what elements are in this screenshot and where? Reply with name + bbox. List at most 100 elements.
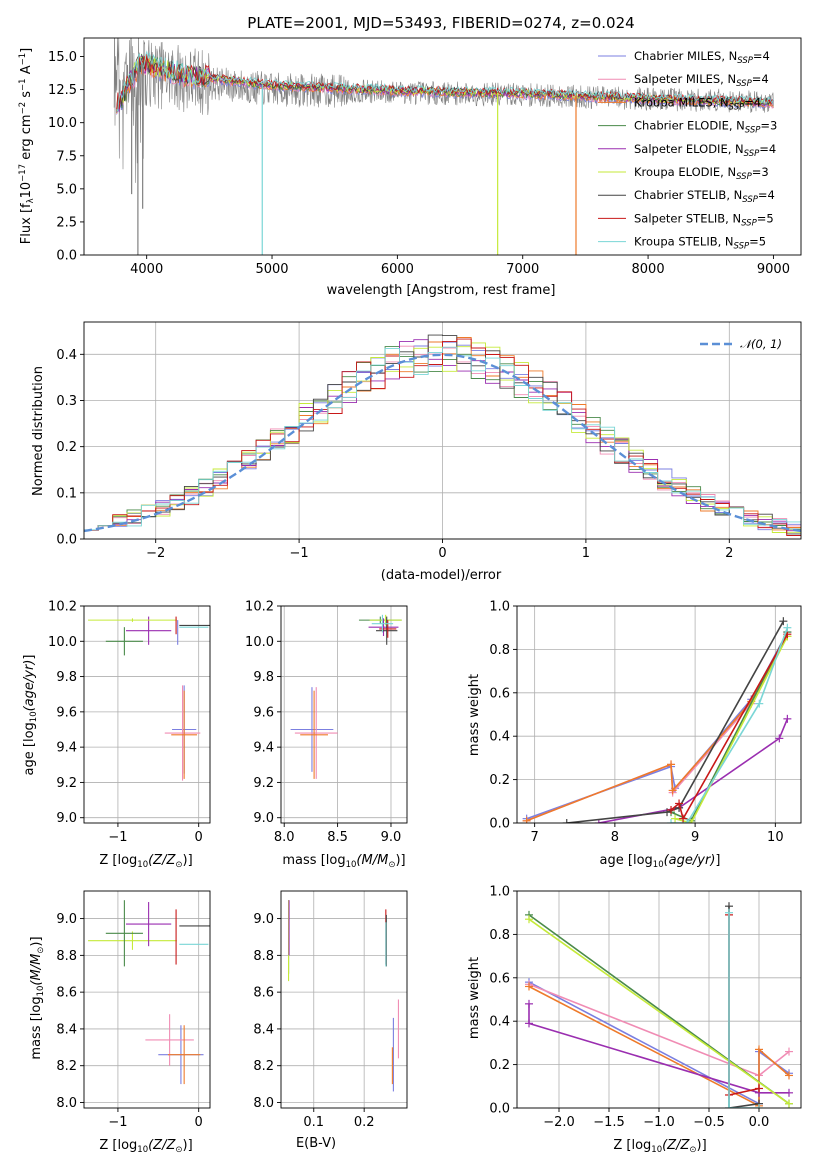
- legend-model-name: Salpeter ELODIE, N: [634, 142, 744, 156]
- plus-marker: [785, 1099, 793, 1108]
- y-tick-label: 8.0: [56, 1096, 77, 1111]
- ylabel-part: Flux [f: [19, 203, 34, 244]
- axis-label-part: mass [log: [282, 853, 345, 868]
- x-tick-label: 0: [195, 1115, 203, 1130]
- y-tick-label: 8.8: [56, 949, 77, 964]
- y-tick-label: 9.0: [253, 912, 274, 927]
- mass-vs-ebv-panel: 0.1 0.2 8.0 8.2 8.4 8.6 8.8 9.0 E(B-V): [253, 890, 408, 1151]
- y-tick-label: 9.4: [253, 741, 274, 756]
- error-bar-point: [164, 685, 201, 781]
- error-bar-point: [105, 900, 143, 967]
- legend-label: Chabrier ELODIE, NSSP=3: [634, 119, 777, 136]
- axis-label-part: mass [log: [29, 996, 44, 1059]
- axis-label-sub: 10: [137, 860, 148, 870]
- axis-label-part: (Z/Z: [148, 1138, 176, 1153]
- plus-marker: [785, 1047, 793, 1056]
- axis-label-part: ]: [22, 655, 37, 660]
- plus-marker: [663, 808, 672, 817]
- plot-marks: [113, 38, 774, 255]
- plot-marks: [290, 614, 402, 779]
- x-tick-label: 10: [767, 830, 784, 845]
- plus-marker: [525, 1019, 533, 1028]
- error-bar-point: [379, 620, 397, 638]
- axes-frame: [516, 605, 802, 824]
- model-spectrum-line: [116, 50, 774, 113]
- error-bar-point: [168, 1025, 201, 1085]
- error-bar-point: [368, 618, 399, 636]
- legend-model-name: Chabrier ELODIE, N: [634, 119, 745, 133]
- legend-nssp-value: =5: [757, 211, 774, 225]
- axis-label-part: Z [log: [99, 853, 137, 868]
- y-tick-label: 2.5: [56, 215, 77, 230]
- mass-weight-vs-metallicity-y-axis-label: mass weight: [467, 957, 482, 1039]
- axis-label-part: Z [log: [613, 1138, 651, 1153]
- plus-marker: [525, 999, 533, 1008]
- y-tick-label: 9.0: [56, 811, 77, 826]
- residuals-x-axis-label: (data-model)/error: [381, 568, 502, 583]
- residuals-plot-area: −2 −1 0 1 2 0.0 0.1 0.2 0.3 0.4 𝒩(0, 1): [56, 321, 802, 561]
- residuals-y-axis-label: Normed distribution: [31, 366, 46, 496]
- plus-marker: [667, 760, 676, 769]
- ylabel-part: s: [19, 91, 34, 102]
- legend-subscript: SSP: [745, 126, 761, 136]
- axes-frame: [83, 890, 211, 1109]
- legend-label: Salpeter MILES, NSSP=4: [634, 72, 769, 89]
- axes-frame: [83, 37, 802, 256]
- x-tick-label: −2.0: [543, 1115, 575, 1130]
- axis-label-part: (M/M: [29, 954, 44, 986]
- mass-weight-series-line: [598, 718, 789, 823]
- error-bar-point: [300, 690, 328, 779]
- legend-label: Chabrier STELIB, NSSP=4: [634, 188, 775, 205]
- axis-label-sub: 10: [346, 860, 357, 870]
- legend-subscript: SSP: [734, 242, 750, 252]
- legend-label: Chabrier MILES, NSSP=4: [634, 49, 770, 66]
- axis-label-part: )]: [29, 936, 44, 946]
- y-tick-label: 1.0: [489, 600, 510, 615]
- plus-marker: [785, 1071, 793, 1080]
- axis-label-part: age [log: [600, 853, 653, 868]
- axis-label-sub: ⊙: [36, 947, 46, 954]
- age-vs-mass-x-axis-label: mass [log10(M/M⊙)]: [282, 853, 405, 870]
- mass-weight-vs-metallicity-plot-area: −2.0 −1.5 −1.0 −0.5 0.0 0.0 0.2 0.4 0.6 0.8 1.0: [489, 885, 802, 1130]
- legend-model-name: Salpeter MILES, N: [634, 72, 736, 86]
- age-vs-metallicity-y-axis-label: age [log10(age/yr)]: [22, 655, 39, 776]
- y-tick-label: 8.0: [253, 1096, 274, 1111]
- ylabel-exp: −17: [18, 164, 28, 182]
- x-tick-label: 8000: [632, 262, 665, 277]
- error-bar-point: [376, 616, 398, 645]
- error-bar-point: [126, 902, 172, 947]
- axis-label-sub: 10: [137, 1145, 148, 1155]
- x-tick-label: −1: [108, 830, 127, 845]
- plot-marks: [88, 616, 210, 781]
- y-tick-label: 8.4: [253, 1022, 274, 1037]
- plus-marker: [725, 908, 733, 917]
- plus-marker: [683, 819, 692, 823]
- axis-label-part: )]: [183, 853, 193, 868]
- y-tick-label: 0.4: [56, 348, 77, 363]
- x-tick-label: −2: [146, 546, 165, 561]
- mass-vs-metallicity-panel: −1 08.08.28.48.68.89.0 Z [log10(Z/Z⊙)] ma…: [29, 890, 211, 1155]
- y-tick-label: 8.6: [253, 986, 274, 1001]
- legend-label: Salpeter STELIB, NSSP=5: [634, 211, 774, 228]
- plus-marker: [755, 1104, 763, 1108]
- axis-label-sub: 10: [651, 1145, 662, 1155]
- plot-marks: [288, 900, 399, 1092]
- axis-label-sub: ⊙: [388, 860, 395, 870]
- error-bar-point: [290, 687, 334, 772]
- x-tick-label: 2: [725, 546, 733, 561]
- y-tick-label: 0.4: [489, 1015, 510, 1030]
- error-bar-point: [294, 687, 338, 779]
- axis-label-part: (age/yr): [22, 660, 37, 712]
- residual-histogram: [84, 338, 801, 536]
- y-tick-label: 9.6: [56, 705, 77, 720]
- plus-marker: [667, 805, 676, 814]
- plot-marks: [88, 900, 210, 1085]
- plus-marker: [679, 814, 688, 823]
- y-tick-label: 0.0: [56, 249, 77, 264]
- axis-label-part: age [log: [22, 722, 37, 775]
- plus-marker: [671, 814, 680, 823]
- y-tick-label: 0.1: [56, 486, 77, 501]
- axis-label-part: Z [log: [99, 1138, 137, 1153]
- ylabel-exp: −2: [18, 102, 28, 115]
- legend-model-name: Kroupa MILES, N: [634, 95, 729, 109]
